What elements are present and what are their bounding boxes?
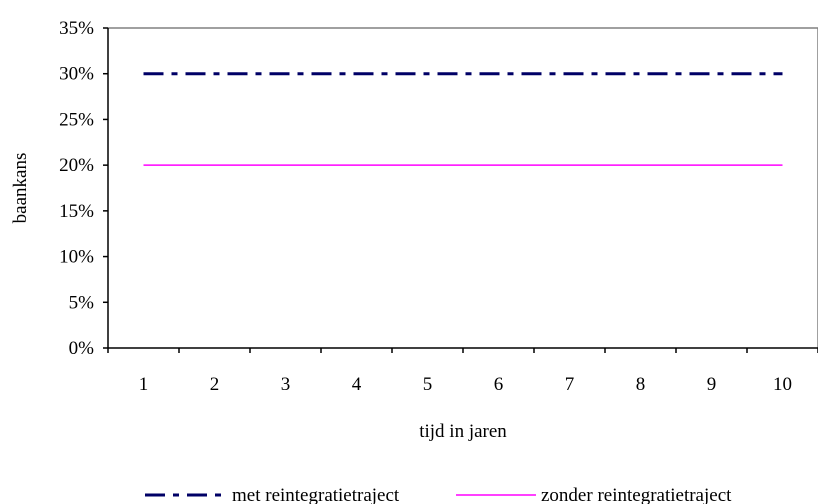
- y-tick-label: 5%: [69, 292, 95, 313]
- x-tick-label: 2: [210, 374, 220, 395]
- y-tick-label: 15%: [59, 201, 94, 222]
- y-tick-label: 30%: [59, 64, 94, 85]
- y-tick-label: 10%: [59, 247, 94, 268]
- legend: met reintegratietraject zonder reintegra…: [145, 485, 732, 504]
- series-layer: [143, 72, 783, 166]
- x-tick-label: 8: [636, 374, 646, 395]
- legend-label-met-reintegratietraject: met reintegratietraject: [232, 485, 400, 504]
- y-tick-label: 0%: [69, 338, 95, 359]
- x-tick-label: 4: [352, 374, 362, 395]
- y-tick-label: 25%: [59, 109, 94, 130]
- x-tick-label: 5: [423, 374, 433, 395]
- y-tick-label: 35%: [59, 18, 94, 39]
- x-tick-label: 1: [139, 374, 149, 395]
- x-tick-label: 6: [494, 374, 504, 395]
- y-tick-label: 20%: [59, 155, 94, 176]
- y-axis-title: baankans: [10, 153, 31, 224]
- x-axis-title: tijd in jaren: [419, 421, 507, 442]
- x-tick-label: 3: [281, 374, 291, 395]
- x-tick-label: 7: [565, 374, 575, 395]
- legend-label-zonder-reintegratietraject: zonder reintegratietraject: [541, 485, 732, 504]
- x-tick-label: 9: [707, 374, 717, 395]
- x-tick-label: 10: [773, 374, 792, 395]
- plot-area: [107, 27, 818, 349]
- y-axis: 0% 5% 10% 15% 20% 25% 30% 35%: [59, 18, 108, 359]
- x-axis: 1 2 3 4 5 6 7 8 9 10: [107, 348, 818, 395]
